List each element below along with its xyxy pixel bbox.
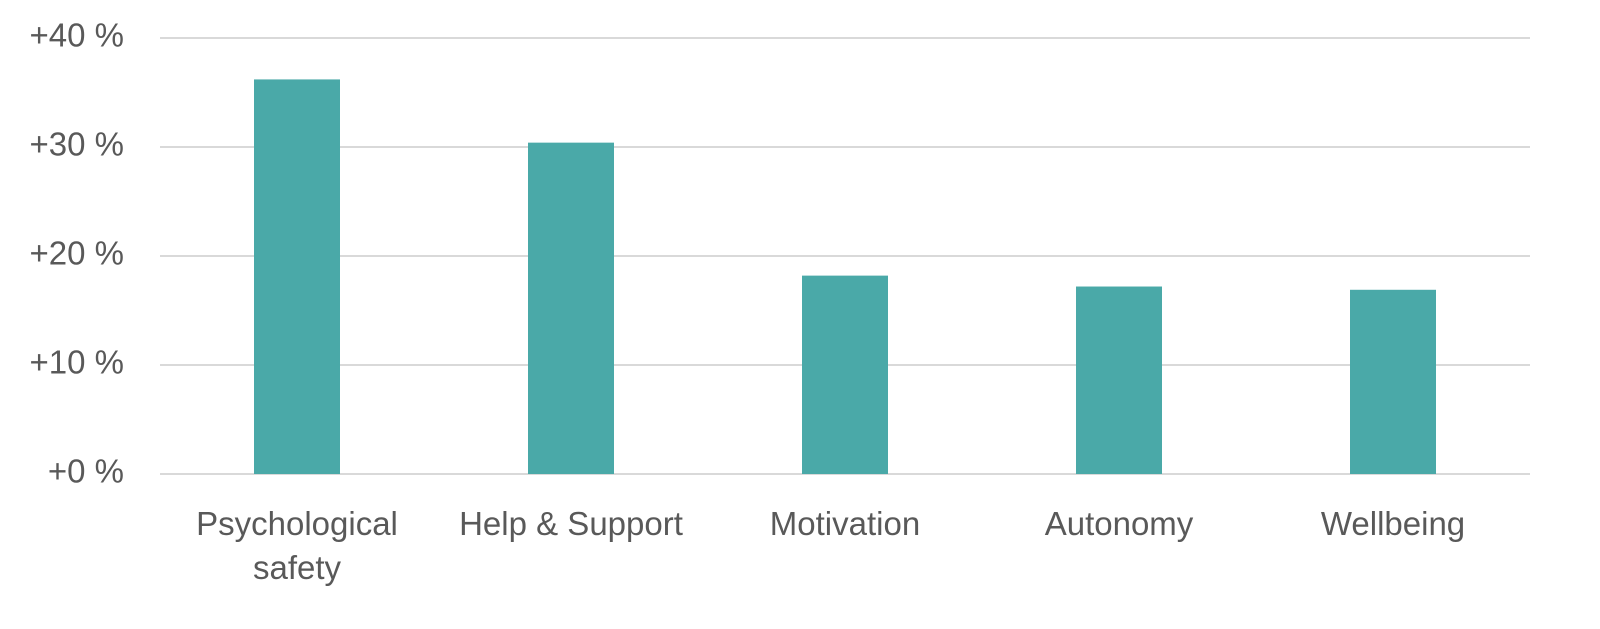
x-tick-label: Help & Support [459, 505, 683, 542]
bar [254, 79, 340, 475]
x-tick-label: Wellbeing [1320, 505, 1466, 542]
bar [802, 275, 888, 474]
x-tick-label: Autonomy [1044, 505, 1194, 542]
y-tick-label: +40 % [30, 17, 125, 54]
x-tick-label: Psychological safety [196, 505, 398, 586]
bar [1350, 289, 1436, 474]
x-tick-label: Motivation [769, 505, 921, 542]
bar [1076, 286, 1162, 474]
y-tick-label: +30 % [30, 126, 125, 163]
y-tick-label: +10 % [30, 344, 125, 381]
y-tick-label: +20 % [30, 235, 125, 272]
y-tick-label: +0 % [48, 453, 124, 490]
bar [528, 142, 614, 474]
